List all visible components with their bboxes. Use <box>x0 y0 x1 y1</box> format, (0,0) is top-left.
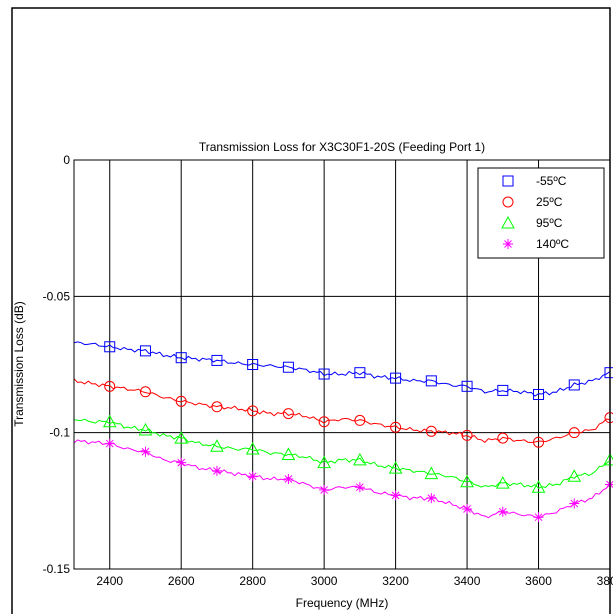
x-tick-label: 2600 <box>168 574 195 588</box>
series-4-marker <box>497 506 508 517</box>
legend-marker <box>502 196 514 208</box>
series-2-marker <box>282 408 294 420</box>
x-tick-label: 2800 <box>239 574 266 588</box>
series-4-marker <box>211 465 222 476</box>
series-4-marker <box>176 457 187 468</box>
y-axis-label: Transmission Loss (dB) <box>12 301 26 427</box>
series-4-marker <box>354 482 365 493</box>
y-tick-label: -0.15 <box>43 562 71 576</box>
legend-marker <box>503 239 513 249</box>
x-tick-label: 3800 <box>597 574 613 588</box>
series-line-2 <box>73 378 611 444</box>
legend-marker <box>501 215 515 229</box>
legend-label: 95ºC <box>536 216 563 230</box>
y-tick-label: 0 <box>63 153 70 167</box>
series-1-marker <box>139 345 151 357</box>
y-tick-labels: 0 -0.05 -0.1 -0.15 <box>43 153 71 576</box>
x-tick-label: 2400 <box>96 574 123 588</box>
series-4-marker <box>104 438 115 449</box>
series-2-marker <box>568 427 580 439</box>
plot-area-border <box>73 159 611 570</box>
x-tick-label: 3400 <box>454 574 481 588</box>
series-4-marker <box>569 498 580 509</box>
series-3-marker <box>353 452 367 466</box>
series-1-marker <box>247 359 259 370</box>
series-3-marker <box>388 461 403 474</box>
series-3-marker <box>210 439 224 452</box>
series-2-marker <box>497 432 509 444</box>
figure-border <box>11 7 611 614</box>
legend-marker <box>502 175 514 187</box>
series-3-marker <box>424 466 439 480</box>
series-4-marker <box>283 474 294 485</box>
series-1-marker <box>425 375 437 387</box>
x-tick-labels: 2400 2600 2800 3000 3200 3400 3600 3800 <box>96 574 613 588</box>
legend-box <box>477 167 605 259</box>
series-3-marker <box>495 476 510 489</box>
series-4-marker <box>247 471 258 482</box>
legend: -55ºC 25ºC 95ºC 140ºC <box>477 167 605 259</box>
legend-label: 25ºC <box>536 195 563 209</box>
series-1-marker <box>211 354 223 366</box>
y-tick-label: -0.1 <box>49 426 70 440</box>
series-line-4 <box>73 439 611 519</box>
chart-title: Transmission Loss for X3C30F1-20S (Feedi… <box>199 140 485 154</box>
series-3-marker <box>281 447 296 460</box>
series-2-marker <box>247 405 259 417</box>
series-1-marker <box>461 380 473 392</box>
legend-label: 140ºC <box>536 237 569 251</box>
x-tick-label: 3200 <box>382 574 409 588</box>
series-4-marker <box>390 490 401 501</box>
x-tick-label: 3000 <box>311 574 338 588</box>
series-1-marker <box>104 341 116 353</box>
series-3-marker <box>531 480 546 493</box>
series-markers <box>102 341 613 523</box>
series-1-marker <box>497 384 509 396</box>
series-4-marker <box>319 484 330 495</box>
series-2-marker <box>425 425 437 437</box>
series-1-marker <box>282 361 294 373</box>
series-3-marker <box>102 414 117 428</box>
series-1-marker <box>390 372 402 384</box>
series-2-marker <box>175 395 187 407</box>
series-1-marker <box>318 368 330 380</box>
series-3-marker <box>317 455 331 469</box>
series-1-marker <box>533 388 545 400</box>
series-2-marker <box>211 401 223 413</box>
series-4-marker <box>426 493 437 504</box>
series-3-marker <box>245 441 260 455</box>
series-4-marker <box>140 446 151 457</box>
series-1-marker <box>354 367 366 379</box>
series-3-marker <box>567 469 582 482</box>
x-axis-label: Frequency (MHz) <box>296 596 389 610</box>
x-tick-label: 3600 <box>525 574 552 588</box>
series-3-marker <box>460 474 474 488</box>
series-line-3 <box>73 418 611 489</box>
series-1-marker <box>175 352 187 364</box>
series-2-marker <box>318 416 330 428</box>
series-2-marker <box>104 380 116 392</box>
series-2-marker <box>533 436 545 448</box>
series-2-marker <box>139 386 151 398</box>
series-4-marker <box>462 504 473 515</box>
series-2-marker <box>354 414 366 426</box>
series-3-marker <box>138 422 153 436</box>
y-tick-label: -0.05 <box>43 289 71 303</box>
series-2-marker <box>461 429 473 441</box>
series-2-marker <box>390 421 402 433</box>
legend-label: -55ºC <box>536 174 567 188</box>
series-lines <box>73 341 611 519</box>
series-4-marker <box>533 512 544 523</box>
series-3-marker <box>174 431 189 444</box>
series-line-1 <box>73 341 611 397</box>
series-1-marker <box>568 379 580 391</box>
